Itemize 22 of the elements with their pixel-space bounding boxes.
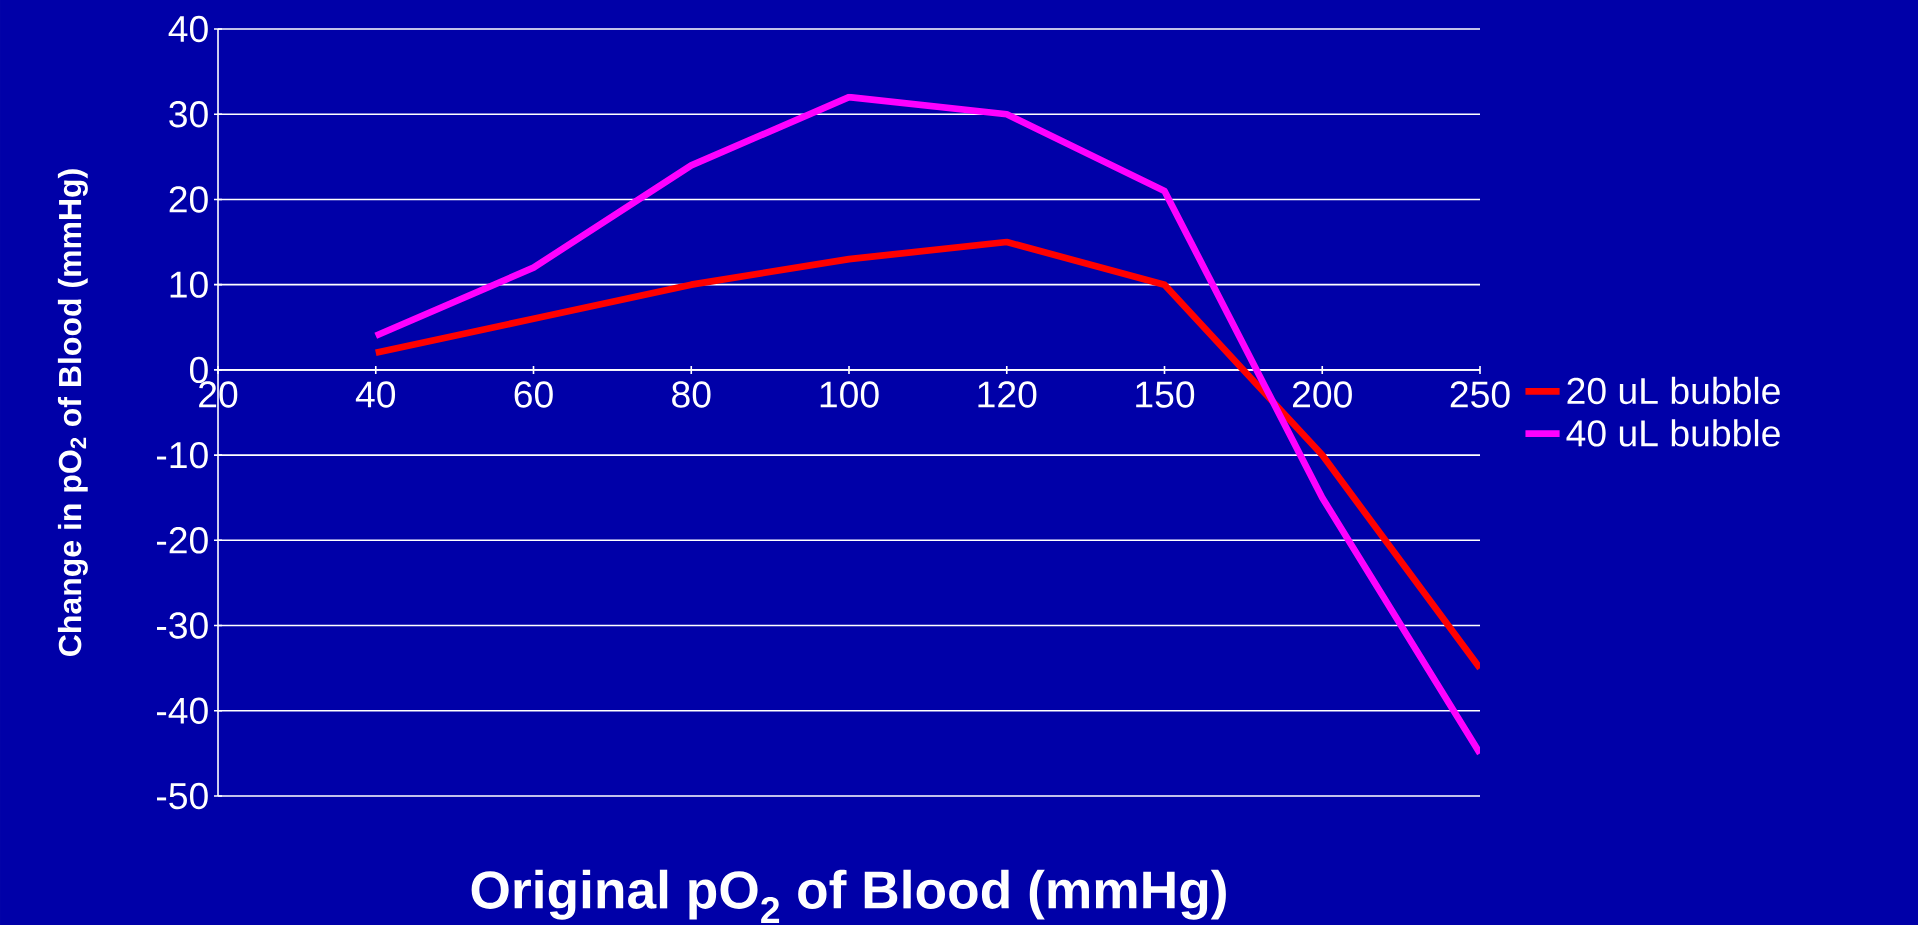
y-tick-label: 40 xyxy=(168,15,208,42)
y-tick-label: -50 xyxy=(156,782,208,809)
y-tick-label: -30 xyxy=(156,612,208,639)
x-tick-label: 120 xyxy=(978,381,1037,408)
x-tick-label: 100 xyxy=(820,381,879,408)
y-tick-label: 20 xyxy=(169,186,208,213)
x-tick-label: 150 xyxy=(1136,381,1195,408)
y-tick-label: -40 xyxy=(156,697,208,724)
legend-label: 20 uL bubble xyxy=(1567,376,1780,404)
legend-label: 40 uL bubble xyxy=(1566,418,1780,447)
y-tick-label: -20 xyxy=(156,526,208,554)
y-axis-title: Change in pO$_{2}$ of Blood (mmHg) xyxy=(57,169,88,656)
y-tick-label: -10 xyxy=(156,441,208,469)
x-tick-label: 60 xyxy=(514,381,553,408)
y-tick-label: 10 xyxy=(170,271,208,298)
y-tick-label: 30 xyxy=(169,100,208,128)
x-tick-label: 250 xyxy=(1450,381,1510,408)
x-tick-label: 40 xyxy=(355,381,396,408)
x-tick-label: 80 xyxy=(672,381,711,408)
x-tick-label: 200 xyxy=(1292,381,1352,408)
y-tick-label: 0 xyxy=(190,356,208,383)
x-axis-title: Original pO$_{2}$ of Blood (mmHg) xyxy=(471,869,1226,923)
